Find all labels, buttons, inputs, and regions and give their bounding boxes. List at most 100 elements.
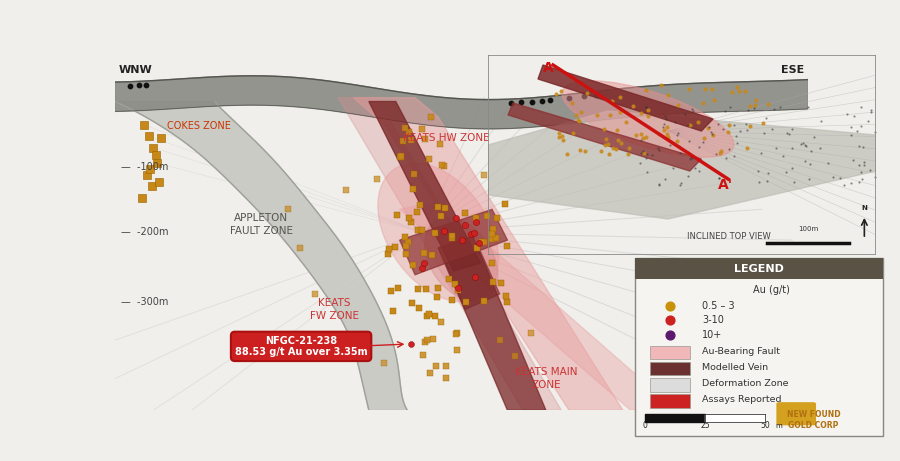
Point: [797, 157, 812, 165]
Point: [760, 100, 775, 107]
Point: [720, 129, 734, 136]
Point: [729, 83, 743, 91]
Text: KEATS HW ZONE: KEATS HW ZONE: [402, 134, 490, 143]
Point: [843, 131, 858, 139]
Point: [404, 136, 419, 144]
Point: [759, 115, 773, 122]
Point: [659, 116, 673, 123]
Text: KEATS
FW ZONE: KEATS FW ZONE: [310, 298, 359, 321]
Point: [851, 178, 866, 186]
Point: [474, 238, 489, 245]
Point: [784, 164, 798, 171]
Text: m: m: [775, 423, 782, 429]
Point: [613, 94, 627, 101]
Point: [636, 149, 651, 157]
Point: [447, 281, 462, 288]
Point: [137, 121, 151, 128]
Point: [464, 230, 478, 238]
Polygon shape: [338, 98, 562, 410]
Point: [381, 250, 395, 258]
Point: [504, 99, 518, 106]
Point: [697, 134, 711, 142]
Point: [748, 101, 762, 108]
Point: [486, 278, 500, 286]
Point: [740, 126, 754, 134]
Point: [798, 142, 813, 150]
Point: [787, 178, 801, 186]
Point: [430, 293, 445, 301]
Point: [853, 104, 868, 111]
Bar: [650, 378, 689, 391]
Point: [451, 286, 465, 294]
Point: [590, 111, 604, 118]
Ellipse shape: [425, 218, 498, 301]
Point: [779, 168, 794, 176]
Point: [715, 147, 729, 154]
Point: [662, 302, 677, 310]
Point: [635, 134, 650, 141]
Point: [691, 168, 706, 175]
Point: [549, 91, 563, 98]
Text: —  -100m: — -100m: [121, 162, 168, 172]
Polygon shape: [446, 252, 500, 309]
Point: [412, 304, 427, 311]
Point: [415, 226, 429, 233]
Point: [738, 120, 752, 127]
Point: [683, 155, 698, 163]
Point: [860, 118, 875, 125]
Point: [458, 209, 473, 217]
Point: [428, 312, 442, 319]
Point: [414, 264, 428, 272]
Point: [691, 118, 706, 126]
Point: [680, 172, 695, 179]
Point: [402, 215, 417, 222]
Point: [426, 336, 440, 343]
Polygon shape: [115, 101, 408, 410]
Point: [431, 203, 446, 210]
Point: [394, 153, 409, 160]
Point: [420, 337, 435, 344]
Point: [399, 242, 413, 249]
Point: [634, 149, 648, 156]
Point: [477, 238, 491, 245]
Point: [455, 236, 470, 244]
Point: [766, 105, 780, 112]
Polygon shape: [488, 111, 876, 219]
Point: [711, 120, 725, 127]
Polygon shape: [538, 65, 713, 131]
Point: [493, 280, 508, 287]
Point: [662, 331, 677, 338]
Ellipse shape: [378, 163, 499, 301]
Point: [756, 119, 770, 127]
Point: [448, 214, 463, 222]
Point: [751, 167, 765, 174]
Text: 3-10: 3-10: [702, 315, 724, 325]
Text: NEW FOUND
GOLD CORP: NEW FOUND GOLD CORP: [787, 410, 841, 430]
Polygon shape: [508, 103, 701, 171]
Point: [598, 141, 612, 148]
Point: [434, 318, 448, 325]
Point: [634, 136, 648, 143]
Point: [656, 126, 670, 134]
Point: [740, 144, 754, 152]
Point: [846, 157, 860, 164]
Point: [386, 307, 400, 315]
Point: [150, 160, 165, 167]
Point: [652, 146, 667, 154]
Point: [485, 230, 500, 238]
Point: [422, 370, 436, 377]
Point: [746, 105, 760, 112]
Point: [672, 181, 687, 189]
Point: [825, 173, 840, 181]
Point: [602, 150, 616, 157]
Point: [134, 194, 148, 201]
Point: [843, 124, 858, 131]
Point: [622, 144, 636, 152]
Point: [435, 212, 449, 219]
Point: [468, 274, 482, 281]
Point: [419, 285, 434, 293]
Polygon shape: [369, 101, 481, 271]
Point: [639, 154, 653, 162]
Point: [432, 141, 446, 148]
Point: [308, 290, 322, 298]
